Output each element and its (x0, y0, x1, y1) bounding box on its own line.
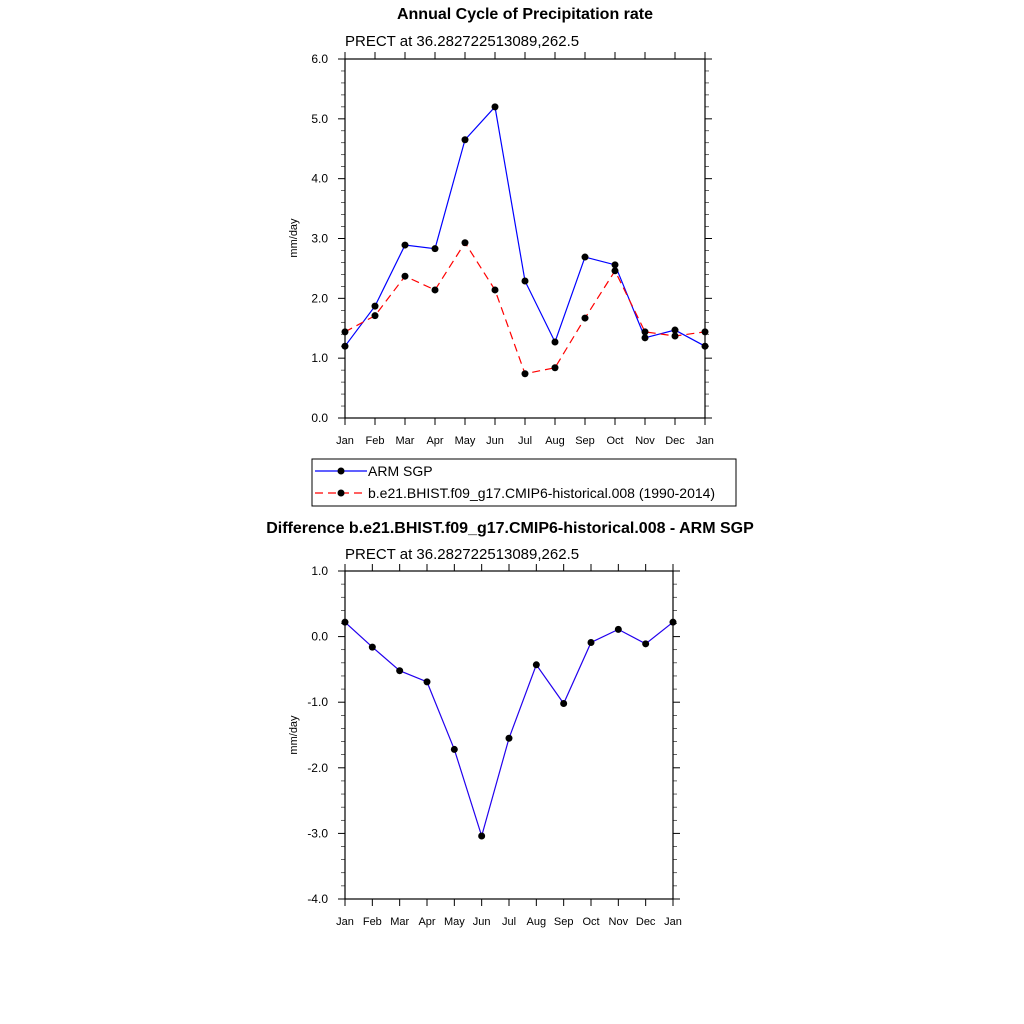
data-point-series-0 (461, 136, 469, 144)
data-point-series-0 (341, 618, 349, 626)
x-tick-label: Nov (609, 916, 629, 928)
chart2-plot: Jan Feb Mar Apr May Jun Jul Aug Sep Oct Nov Dec Jan-… (307, 564, 682, 928)
data-point-series-1 (671, 332, 679, 340)
y-tick-label: 3.0 (311, 232, 328, 246)
data-point-series-0 (560, 700, 568, 708)
chart1-title: Annual Cycle of Precipitation rate (397, 6, 653, 23)
series-line-0 (344, 105, 706, 347)
data-point-series-1 (461, 239, 469, 247)
data-point-series-0 (642, 640, 650, 648)
x-tick-label: Jun (473, 916, 491, 928)
data-point-series-0 (581, 253, 589, 261)
data-point-series-0 (371, 302, 379, 310)
y-tick-label: -4.0 (307, 892, 328, 906)
y-tick-label: -3.0 (307, 826, 328, 840)
x-tick-label: May (455, 435, 476, 447)
data-point-series-1 (491, 286, 499, 294)
data-point-series-0 (587, 639, 595, 647)
data-point-series-0 (532, 661, 540, 669)
data-point-series-1 (641, 328, 649, 336)
x-tick-label: Aug (545, 435, 565, 447)
x-tick-label: Jul (518, 435, 532, 447)
y-tick-label: 5.0 (311, 112, 328, 126)
chart2-ylabel: mm/day (288, 715, 300, 755)
data-point-series-0 (671, 326, 679, 334)
x-tick-label: Feb (363, 916, 382, 928)
data-point-series-1 (521, 370, 529, 378)
x-tick-label: Sep (575, 435, 595, 447)
x-tick-label: Feb (366, 435, 385, 447)
data-point-series-0 (551, 338, 559, 346)
x-tick-label: Mar (396, 435, 415, 447)
data-point-series-1 (701, 328, 709, 336)
series-line-0 (344, 621, 674, 839)
data-point-series-0 (368, 643, 376, 651)
y-tick-label: 4.0 (311, 172, 328, 186)
chart1-ylabel: mm/day (288, 218, 300, 258)
data-point-series-0 (450, 745, 458, 753)
y-tick-label: 1.0 (311, 564, 328, 578)
data-point-series-1 (341, 328, 349, 336)
plot-frame (344, 58, 706, 419)
data-point-series-1 (431, 286, 439, 294)
chart2-title: Difference b.e21.BHIST.f09_g17.CMIP6-his… (266, 520, 754, 537)
y-tick-label: 0.0 (311, 411, 328, 425)
x-tick-label: Mar (390, 916, 409, 928)
data-point-series-1 (401, 272, 409, 280)
x-tick-label: May (444, 916, 465, 928)
legend-label-model: b.e21.BHIST.f09_g17.CMIP6-historical.008… (368, 485, 715, 501)
legend-label-arm: ARM SGP (368, 463, 433, 479)
chart1-plot: Jan Feb Mar Apr May Jun Jul Aug Sep Oct Nov Dec Jan 0… (311, 52, 714, 447)
data-point-series-0 (341, 342, 349, 350)
x-tick-label: Nov (635, 435, 655, 447)
y-tick-label: -2.0 (307, 761, 328, 775)
data-point-series-0 (611, 261, 619, 269)
legend-box (311, 458, 737, 507)
series-line-1 (344, 241, 706, 375)
legend-marker-arm (337, 467, 345, 475)
x-tick-label: Jan (336, 916, 354, 928)
x-tick-label: Aug (527, 916, 547, 928)
legend: ARM SGP b.e21.BHIST.f09_g17.CMIP6-histor… (311, 458, 737, 507)
chart1-subtitle: PRECT at 36.282722513089,262.5 (345, 33, 579, 50)
y-tick-label: -1.0 (307, 695, 328, 709)
data-point-series-1 (551, 364, 559, 372)
data-point-series-0 (669, 618, 677, 626)
x-tick-label: Oct (582, 916, 599, 928)
x-tick-label: Jan (336, 435, 354, 447)
y-tick-label: 2.0 (311, 291, 328, 305)
data-point-series-0 (431, 245, 439, 253)
x-tick-label: Jan (696, 435, 714, 447)
data-point-series-0 (521, 277, 529, 285)
data-point-series-0 (701, 342, 709, 350)
x-tick-label: Sep (554, 916, 574, 928)
x-tick-label: Apr (426, 435, 443, 447)
data-point-series-0 (396, 667, 404, 675)
data-point-series-0 (478, 832, 486, 840)
data-point-series-1 (581, 314, 589, 322)
data-point-series-0 (423, 678, 431, 686)
chart2-subtitle: PRECT at 36.282722513089,262.5 (345, 546, 579, 563)
x-tick-label: Oct (606, 435, 623, 447)
x-tick-label: Jul (502, 916, 516, 928)
data-point-series-0 (505, 734, 513, 742)
x-tick-label: Jan (664, 916, 682, 928)
data-point-series-0 (614, 625, 622, 633)
x-tick-label: Apr (418, 916, 435, 928)
y-tick-label: 0.0 (311, 630, 328, 644)
data-point-series-0 (401, 241, 409, 249)
data-point-series-0 (491, 103, 499, 111)
y-tick-label: 6.0 (311, 52, 328, 66)
y-tick-label: 1.0 (311, 351, 328, 365)
data-point-series-0 (641, 334, 649, 342)
x-tick-label: Dec (636, 916, 656, 928)
legend-marker-model (337, 489, 345, 497)
data-point-series-1 (611, 267, 619, 275)
x-tick-label: Jun (486, 435, 504, 447)
x-tick-label: Dec (665, 435, 685, 447)
data-point-series-1 (371, 312, 379, 320)
